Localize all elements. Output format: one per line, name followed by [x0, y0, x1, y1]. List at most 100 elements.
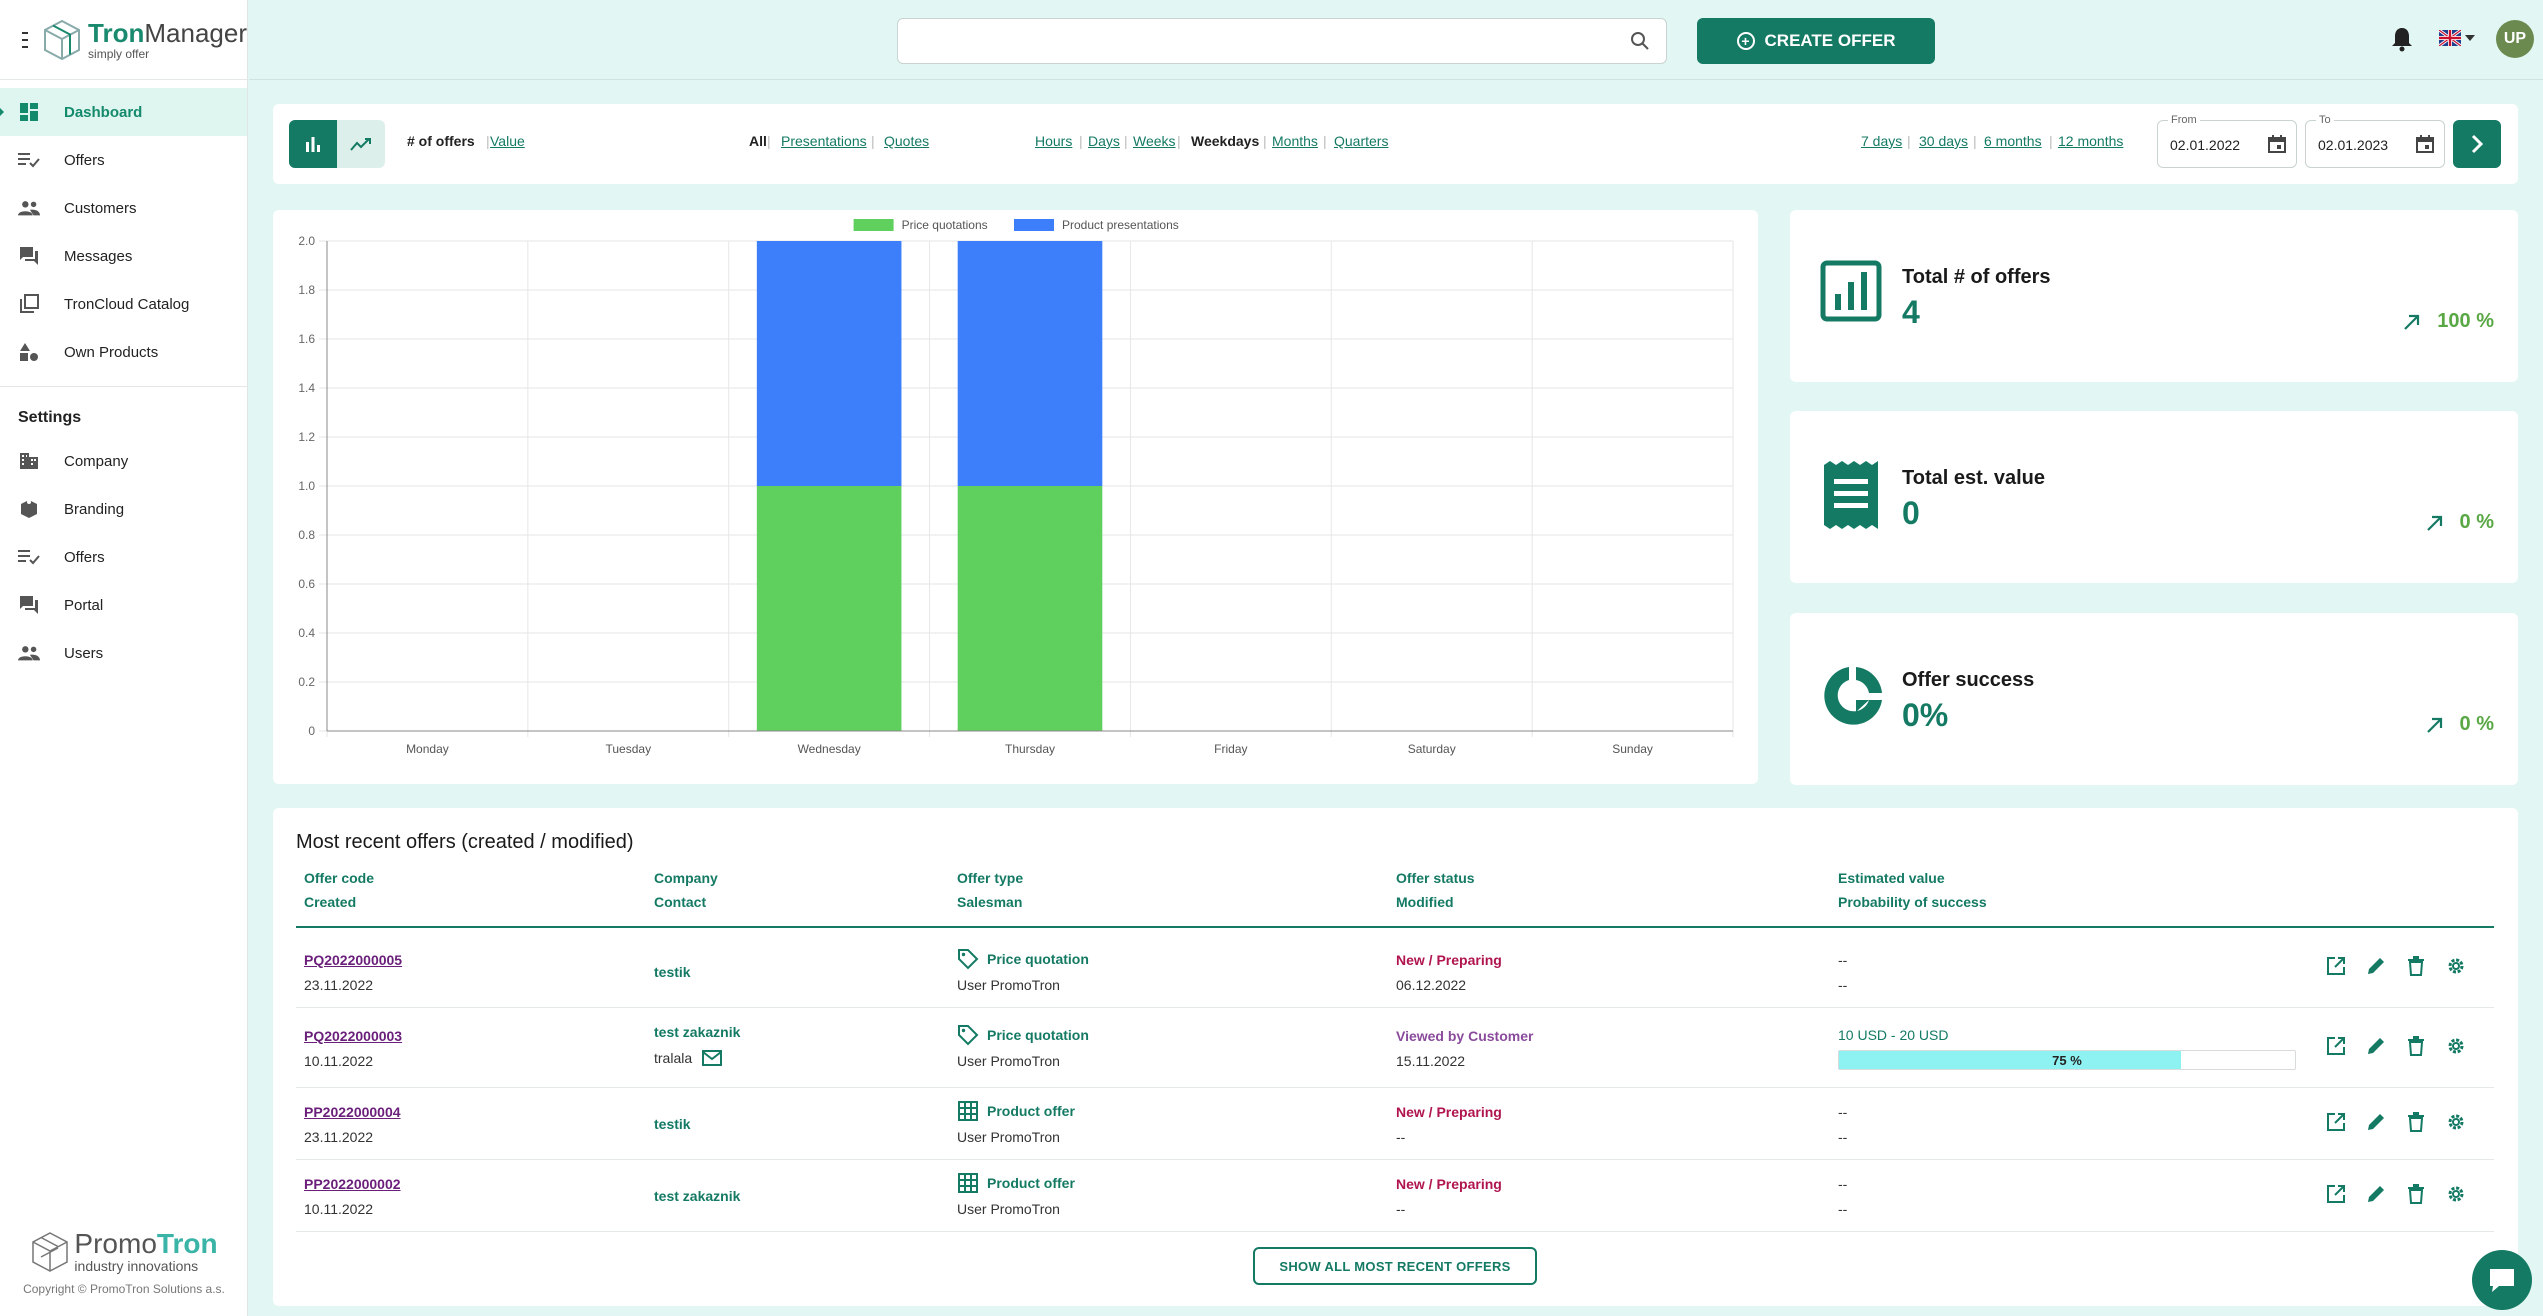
delete-icon[interactable] [2396, 1036, 2436, 1056]
sidebar-item-users[interactable]: Users [0, 629, 247, 677]
header-offer-type[interactable]: Offer type [957, 870, 1024, 886]
granularity-weeks-link[interactable]: Weeks [1133, 133, 1176, 149]
open-external-icon[interactable] [2316, 1184, 2356, 1204]
salesman-name: User PromoTron [957, 1053, 1060, 1069]
contact-name-label: tralala [654, 1050, 693, 1066]
header-offer-code[interactable]: Offer code [304, 870, 375, 886]
period-30-days-link[interactable]: 30 days [1919, 133, 1969, 149]
separator: | [1177, 133, 1181, 149]
envelope-icon[interactable] [702, 1050, 723, 1066]
app-title-rest: Manager [144, 17, 247, 48]
apply-date-button[interactable] [2453, 120, 2501, 168]
offer-code-link[interactable]: PP2022000002 [304, 1176, 401, 1192]
type-presentations-link[interactable]: Presentations [781, 133, 867, 149]
sidebar-item-customers[interactable]: Customers [0, 184, 247, 232]
granularity-weekdays-link[interactable]: Weekdays [1191, 133, 1260, 149]
header-probability[interactable]: Probability of success [1838, 894, 1987, 910]
open-external-icon[interactable] [2316, 956, 2356, 976]
sidebar-item-offers[interactable]: Offers [0, 136, 247, 184]
gear-icon[interactable] [2436, 1036, 2476, 1056]
metric-value-link[interactable]: Value [490, 133, 525, 149]
edit-icon[interactable] [2356, 1036, 2396, 1056]
sidebar-item-label: TronCloud Catalog [64, 295, 190, 313]
header-company[interactable]: Company [654, 870, 718, 886]
y-tick-label: 1.0 [298, 479, 315, 493]
offer-type-label: Product offer [987, 1175, 1075, 1191]
granularity-months-link[interactable]: Months [1272, 133, 1318, 149]
chat-widget-button[interactable] [2472, 1250, 2532, 1310]
calendar-icon[interactable] [2416, 135, 2434, 153]
search-icon[interactable] [1630, 31, 1650, 51]
granularity-days-link[interactable]: Days [1088, 133, 1120, 149]
sidebar-item-dashboard[interactable]: Dashboard [0, 88, 247, 136]
pie-chart-icon [1824, 667, 1882, 725]
delete-icon[interactable] [2396, 1184, 2436, 1204]
show-all-offers-button[interactable]: SHOW ALL MOST RECENT OFFERS [1253, 1247, 1537, 1285]
menu-icon[interactable] [22, 31, 29, 48]
granularity-hours-link[interactable]: Hours [1035, 133, 1073, 149]
language-caret-icon[interactable] [2465, 35, 2475, 41]
offer-code-link[interactable]: PQ2022000003 [304, 1028, 403, 1044]
header-estimated-value[interactable]: Estimated value [1838, 870, 1945, 886]
edit-icon[interactable] [2356, 956, 2396, 976]
app-logo[interactable]: TronManager simply offer [42, 19, 247, 61]
from-date-value: 02.01.2022 [2170, 137, 2241, 153]
salesman-name: User PromoTron [957, 1129, 1060, 1145]
granularity-quarters-link[interactable]: Quarters [1334, 133, 1389, 149]
bell-icon[interactable] [2391, 26, 2413, 52]
offer-type: Price quotation [957, 1024, 1089, 1046]
create-offer-button[interactable]: + CREATE OFFER [1697, 18, 1935, 64]
sidebar-item-settings-offers[interactable]: Offers [0, 533, 247, 581]
gear-icon[interactable] [2436, 1112, 2476, 1132]
stat-trend: 100 % [2403, 310, 2494, 333]
stat-card-total-value: Total est. value 0 0 % [1790, 411, 2518, 583]
header-contact[interactable]: Contact [654, 894, 707, 910]
uk-flag-icon[interactable] [2439, 30, 2461, 46]
search-input[interactable] [898, 19, 1598, 63]
open-external-icon[interactable] [2316, 1112, 2356, 1132]
sidebar-item-company[interactable]: Company [0, 437, 247, 485]
line-chart-toggle[interactable] [337, 120, 385, 168]
period-7-days-link[interactable]: 7 days [1861, 133, 1903, 149]
to-date-field[interactable]: To 02.01.2023 [2305, 114, 2445, 168]
delete-icon[interactable] [2396, 1112, 2436, 1132]
gear-icon[interactable] [2436, 956, 2476, 976]
period-6-months-link[interactable]: 6 months [1984, 133, 2042, 149]
from-date-field[interactable]: From 02.01.2022 [2157, 114, 2297, 168]
x-tick-label: Saturday [1408, 742, 1456, 756]
sidebar-item-messages[interactable]: Messages [0, 232, 247, 280]
metric-count-link[interactable]: # of offers [407, 133, 475, 149]
sidebar-item-troncloud-catalog[interactable]: TronCloud Catalog [0, 280, 247, 328]
header-created[interactable]: Created [304, 894, 357, 910]
legend-label: Product presentations [1062, 218, 1179, 232]
edit-icon[interactable] [2356, 1112, 2396, 1132]
edit-icon[interactable] [2356, 1184, 2396, 1204]
separator: | [1973, 133, 1977, 149]
offer-code-link[interactable]: PQ2022000005 [304, 952, 403, 968]
separator: | [1907, 133, 1911, 149]
header-modified[interactable]: Modified [1396, 894, 1454, 910]
x-tick-label: Monday [406, 742, 449, 756]
bar-chart-icon [306, 137, 320, 152]
offer-type-label: Product offer [987, 1103, 1075, 1119]
trend-line-icon [350, 138, 371, 151]
trend-up-icon [2404, 314, 2420, 330]
period-12-months-link[interactable]: 12 months [2058, 133, 2124, 149]
header-salesman[interactable]: Salesman [957, 894, 1023, 910]
gear-icon[interactable] [2436, 1184, 2476, 1204]
type-quotes-link[interactable]: Quotes [884, 133, 930, 149]
avatar[interactable]: UP [2496, 20, 2534, 58]
open-external-icon[interactable] [2316, 1036, 2356, 1056]
calendar-icon[interactable] [2268, 135, 2286, 153]
delete-icon[interactable] [2396, 956, 2436, 976]
sidebar-item-own-products[interactable]: Own Products [0, 328, 247, 376]
app-subtitle: simply offer [88, 46, 150, 61]
type-all-link[interactable]: All [749, 133, 767, 149]
sidebar-item-portal[interactable]: Portal [0, 581, 247, 629]
company-name: testik [654, 1116, 691, 1132]
x-tick-label: Wednesday [798, 742, 861, 756]
offer-code-link[interactable]: PP2022000004 [304, 1104, 401, 1120]
bar-chart-toggle[interactable] [289, 120, 337, 168]
sidebar-item-branding[interactable]: Branding [0, 485, 247, 533]
header-offer-status[interactable]: Offer status [1396, 870, 1475, 886]
